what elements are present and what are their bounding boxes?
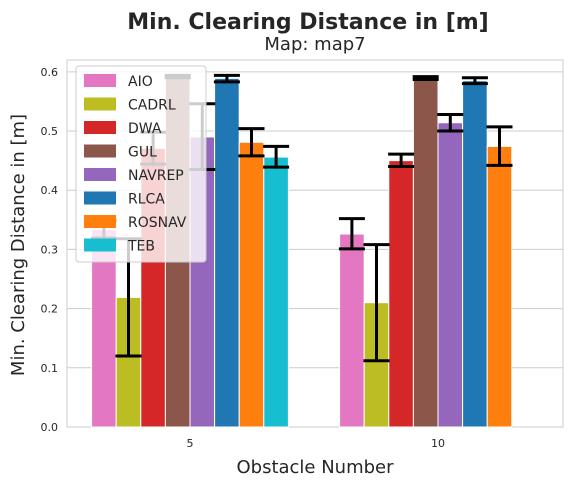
legend-label-aio: AIO: [128, 74, 153, 90]
legend-swatch-navrep: [84, 168, 116, 181]
legend-label-dwa: DWA: [128, 121, 162, 137]
bar-navrep-10: [437, 122, 464, 428]
legend-label-navrep: NAVREP: [128, 168, 184, 184]
bar-rlca-5: [214, 77, 240, 428]
legend-swatch-teb: [84, 238, 116, 252]
y-tick-label: 0.4: [41, 184, 59, 197]
x-tick-label: 10: [431, 437, 445, 450]
y-tick-label: 0.0: [41, 421, 59, 434]
y-tick-label: 0.6: [41, 66, 59, 79]
bar-dwa-10: [388, 160, 414, 428]
bar-aio-10: [339, 233, 365, 428]
legend-label-cadrl: CADRL: [128, 98, 176, 114]
bar-rosnav-10: [486, 145, 513, 428]
bar-rlca-10: [462, 80, 488, 428]
x-axis-label: Obstacle Number: [236, 457, 394, 478]
legend-swatch-cadrl: [84, 97, 116, 111]
y-tick-label: 0.2: [41, 303, 59, 316]
legend-label-rosnav: ROSNAV: [128, 215, 187, 231]
legend-label-teb: TEB: [127, 239, 155, 255]
legend-swatch-rlca: [84, 191, 116, 205]
x-tick-label: 5: [187, 437, 194, 450]
legend-swatch-rosnav: [84, 215, 116, 228]
legend-swatch-aio: [84, 74, 116, 87]
chart-title: Min. Clearing Distance in [m]: [127, 10, 488, 35]
legend-label-gul: GUL: [128, 145, 157, 161]
bar-gul-10: [412, 77, 439, 428]
y-tick-label: 0.1: [41, 362, 59, 375]
y-axis-label: Min. Clearing Distance in [m]: [8, 114, 29, 376]
plot-area: 0.0 0.1 0.2 0.3 0.4 0.5 0.6 5 10 AIO CADRL DWA GUL NA…: [41, 59, 564, 450]
chart-subtitle: Map: map7: [264, 34, 365, 55]
y-tick-label: 0.3: [41, 243, 59, 256]
legend-swatch-gul: [84, 144, 116, 158]
legend-box: [75, 65, 207, 263]
bar-teb-5: [263, 156, 289, 428]
legend-swatch-dwa: [84, 121, 116, 134]
y-tick-label: 0.5: [41, 125, 59, 138]
bar-rosnav-5: [238, 141, 265, 428]
legend-label-rlca: RLCA: [128, 192, 165, 208]
